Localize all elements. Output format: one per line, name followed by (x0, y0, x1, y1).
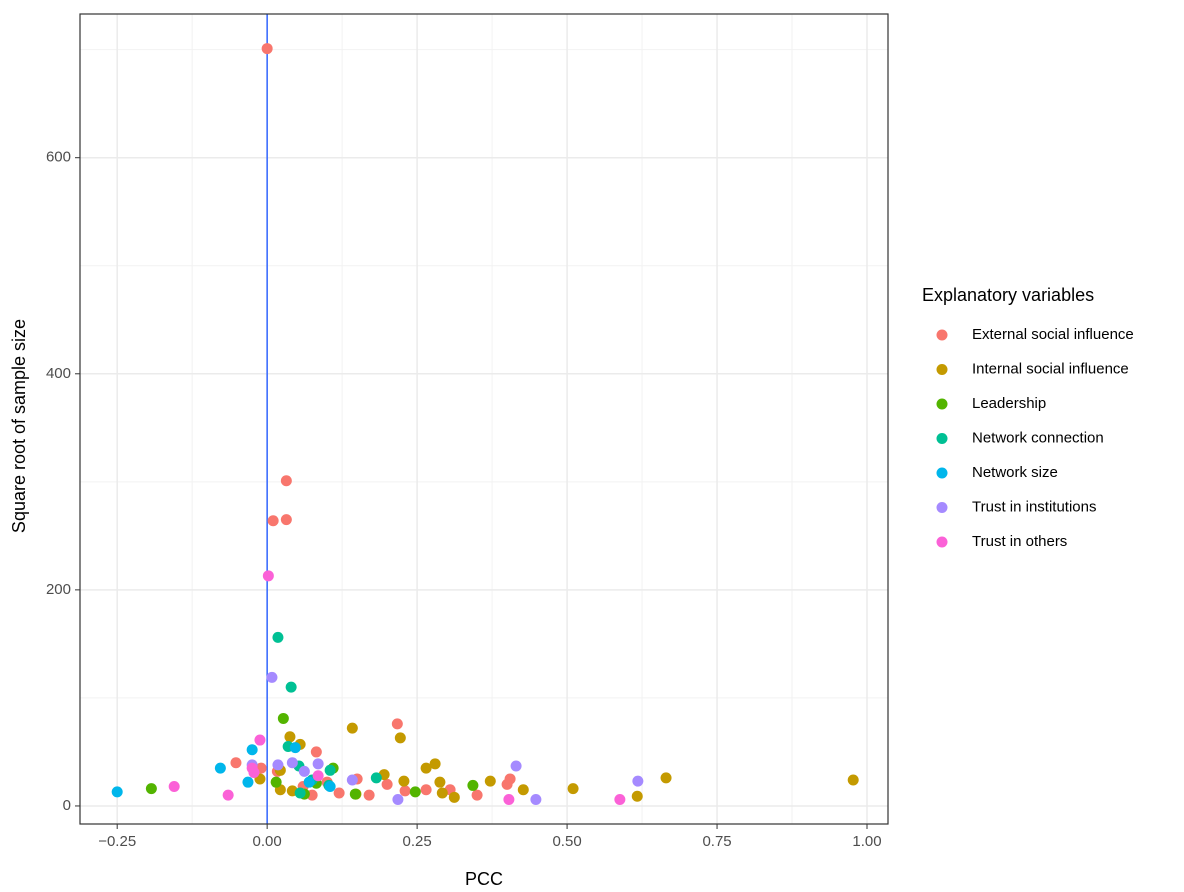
legend-label: Leadership (972, 395, 1046, 412)
point (230, 757, 242, 769)
point (392, 793, 404, 805)
point (370, 772, 382, 784)
point (503, 793, 515, 805)
point (420, 784, 432, 796)
point (262, 570, 274, 582)
point (280, 514, 292, 526)
point (394, 732, 406, 744)
point (222, 789, 234, 801)
point (272, 759, 284, 771)
point (272, 631, 284, 643)
point (298, 765, 310, 777)
point (363, 789, 375, 801)
point (399, 785, 411, 797)
y-tick-label: 400 (46, 365, 71, 382)
y-tick-label: 0 (63, 797, 71, 814)
x-tick-label: 0.75 (702, 833, 731, 850)
point (145, 783, 157, 795)
point (312, 770, 324, 782)
point (111, 786, 123, 798)
legend-marker (936, 329, 948, 341)
point (391, 718, 403, 730)
legend-label: Trust in institutions (972, 498, 1097, 515)
point (312, 758, 324, 770)
point (471, 789, 483, 801)
y-tick-label: 200 (46, 581, 71, 598)
x-tick-label: 0.50 (552, 833, 581, 850)
legend-label: Internal social influence (972, 360, 1129, 377)
point (246, 744, 258, 756)
point (346, 722, 358, 734)
point (847, 774, 859, 786)
x-axis-title: PCC (465, 869, 503, 889)
point (214, 762, 226, 774)
point (349, 788, 361, 800)
legend-label: Network connection (972, 429, 1104, 446)
y-tick-label: 600 (46, 149, 71, 166)
point (409, 786, 421, 798)
point (530, 793, 542, 805)
point (294, 787, 306, 799)
point (333, 787, 345, 799)
point (660, 772, 672, 784)
point (270, 776, 282, 788)
point (168, 781, 180, 793)
point (254, 734, 266, 746)
legend-title: Explanatory variables (922, 285, 1094, 305)
legend-marker (936, 433, 948, 444)
legend-label: External social influence (972, 326, 1134, 343)
legend-marker (936, 536, 948, 548)
point (434, 776, 446, 788)
x-tick-label: 1.00 (852, 833, 881, 850)
panel-border (79, 13, 889, 825)
point (303, 776, 315, 788)
point (632, 775, 644, 787)
x-tick-label: −0.25 (98, 833, 136, 850)
point (467, 779, 479, 791)
point (567, 783, 579, 795)
point (448, 791, 460, 803)
point (436, 787, 448, 799)
point (266, 671, 278, 683)
legend-marker (936, 398, 948, 410)
point (267, 515, 279, 527)
x-tick-label: 0.00 (253, 833, 282, 850)
point (280, 475, 292, 487)
point (285, 681, 297, 693)
point (277, 712, 289, 724)
legend-marker (936, 364, 948, 375)
point (324, 781, 336, 793)
y-axis-title: Square root of sample size (9, 319, 29, 533)
point (286, 757, 298, 769)
point (261, 43, 273, 55)
point (398, 775, 410, 787)
point (324, 764, 336, 776)
legend-label: Trust in others (972, 533, 1067, 550)
point (284, 731, 296, 743)
point (631, 790, 643, 802)
legend-marker (936, 502, 948, 513)
point (346, 774, 358, 786)
point (420, 762, 432, 774)
point (289, 742, 301, 754)
point (510, 760, 522, 772)
point (429, 758, 441, 770)
point (614, 793, 626, 805)
point (484, 775, 496, 787)
point (501, 778, 513, 790)
point (242, 776, 254, 788)
x-tick-label: 0.25 (403, 833, 432, 850)
point (381, 778, 393, 790)
legend-marker (936, 467, 948, 479)
legend-label: Network size (972, 464, 1058, 481)
point (517, 784, 529, 796)
point (310, 746, 322, 758)
point (248, 766, 260, 778)
